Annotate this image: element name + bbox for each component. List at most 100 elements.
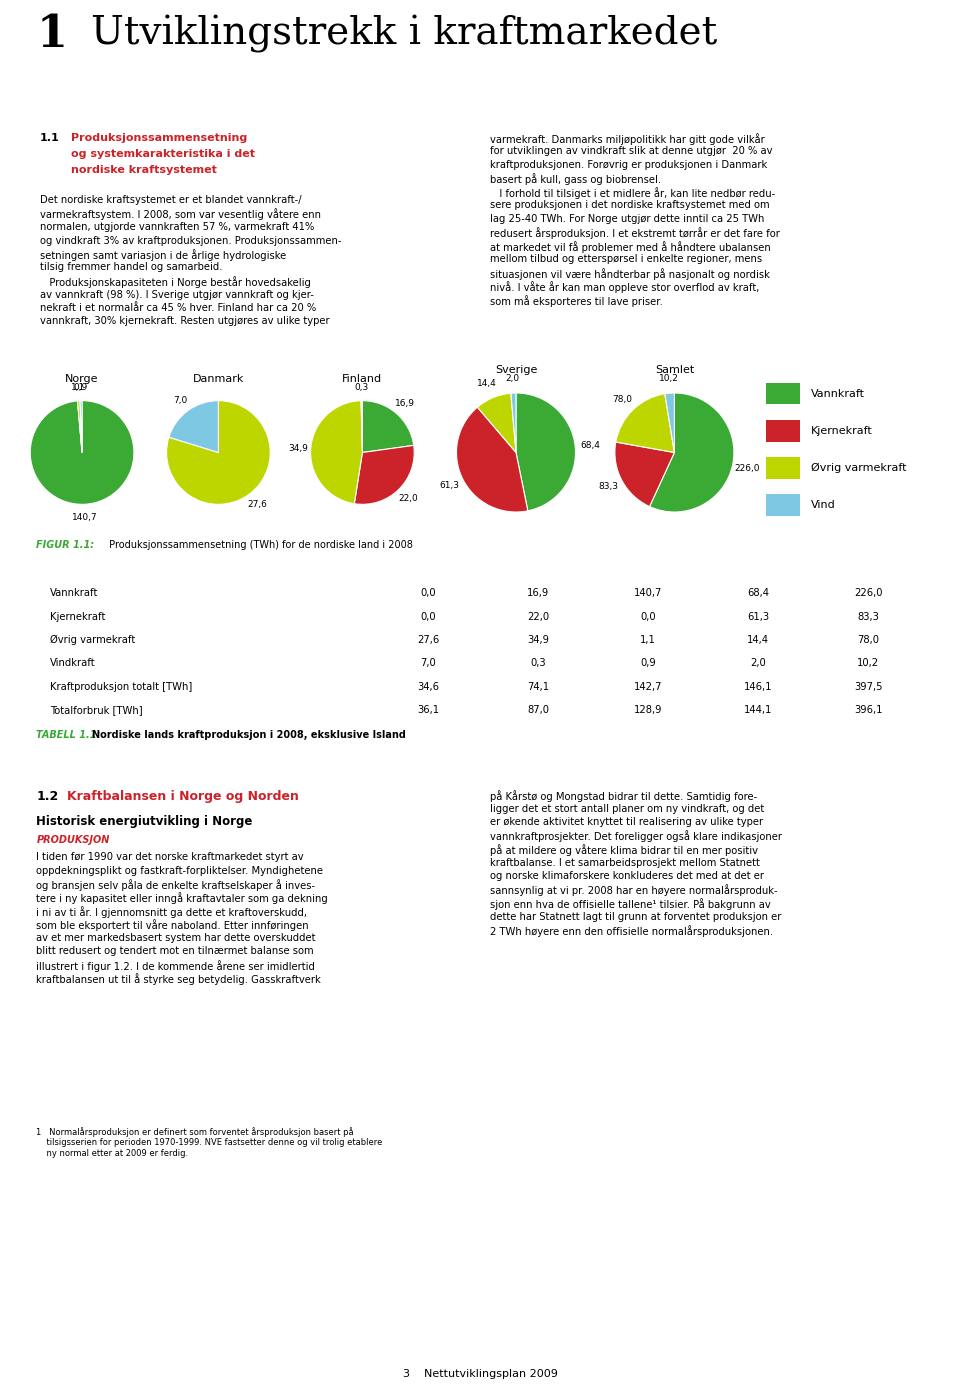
Text: 68,4: 68,4 [747,588,769,599]
Wedge shape [354,445,414,505]
Text: oppdekningsplikt og fastkraft-forpliktelser. Myndighetene: oppdekningsplikt og fastkraft-forpliktel… [36,865,324,876]
Wedge shape [457,407,528,511]
Text: 87,0: 87,0 [527,705,549,715]
Text: 0,0: 0,0 [420,611,436,621]
Text: 226,0: 226,0 [853,588,882,599]
Text: 27,6: 27,6 [247,500,267,509]
Title: Finland: Finland [343,374,382,384]
Text: Norge: Norge [631,564,665,575]
Text: 22,0: 22,0 [527,611,549,621]
Text: tilsig fremmer handel og samarbeid.: tilsig fremmer handel og samarbeid. [40,262,223,273]
Text: 34,9: 34,9 [527,635,549,644]
Text: 78,0: 78,0 [857,635,879,644]
Text: Finland: Finland [517,564,559,575]
Text: 146,1: 146,1 [744,682,772,692]
Text: Produksjonssammensetning: Produksjonssammensetning [71,133,247,143]
Text: illustrert i figur 1.2. I de kommende årene ser imidlertid: illustrert i figur 1.2. I de kommende år… [36,960,315,972]
Text: kraftbalansen ut til å styrke seg betydelig. Gasskraftverk: kraftbalansen ut til å styrke seg betyde… [36,973,322,985]
Wedge shape [166,401,270,505]
Text: tere i ny kapasitet eller inngå kraftavtaler som ga dekning: tere i ny kapasitet eller inngå kraftavt… [36,893,328,905]
Text: tilsigsserien for perioden 1970-1999. NVE fastsetter denne og vil trolig etabler: tilsigsserien for perioden 1970-1999. NV… [36,1138,383,1148]
Text: Danmark: Danmark [402,564,454,575]
Text: lag 25-40 TWh. For Norge utgjør dette inntil ca 25 TWh: lag 25-40 TWh. For Norge utgjør dette in… [490,213,764,225]
Text: varmekraftsystem. I 2008, som var vesentlig våtere enn: varmekraftsystem. I 2008, som var vesent… [40,208,321,220]
Text: 1.2: 1.2 [36,790,59,802]
Text: 61,3: 61,3 [439,481,459,489]
Wedge shape [80,401,83,452]
Text: 74,1: 74,1 [527,682,549,692]
Text: nekraft i et normalår ca 45 % hver. Finland har ca 20 %: nekraft i et normalår ca 45 % hver. Finl… [40,304,316,313]
Text: nordiske kraftsystemet: nordiske kraftsystemet [71,165,217,175]
FancyBboxPatch shape [766,383,800,405]
Wedge shape [665,394,675,452]
Title: Sverige: Sverige [494,365,538,374]
Text: blitt redusert og tendert mot en tilnærmet balanse som: blitt redusert og tendert mot en tilnærm… [36,947,314,956]
Text: Historisk energiutvikling i Norge: Historisk energiutvikling i Norge [36,815,252,827]
Wedge shape [78,401,82,452]
Text: TABELL 1.1:: TABELL 1.1: [36,730,101,740]
Text: 1.1: 1.1 [40,133,60,143]
Text: 128,9: 128,9 [634,705,662,715]
Text: Kraftproduksjon totalt [TWh]: Kraftproduksjon totalt [TWh] [50,682,192,692]
Title: Norge: Norge [65,374,99,384]
Text: 0,0: 0,0 [420,588,436,599]
Text: at markedet vil få problemer med å håndtere ubalansen: at markedet vil få problemer med å håndt… [490,241,771,252]
Text: Vannkraft: Vannkraft [811,388,865,399]
Text: 2,0: 2,0 [750,658,766,668]
Text: ny normal etter at 2009 er ferdig.: ny normal etter at 2009 er ferdig. [36,1149,188,1157]
Text: 7,0: 7,0 [420,658,436,668]
Wedge shape [169,401,219,452]
Text: av vannkraft (98 %). I Sverige utgjør vannkraft og kjer-: av vannkraft (98 %). I Sverige utgjør va… [40,290,314,299]
Text: Produksjonssammensetning (TWh) for de nordiske land i 2008: Produksjonssammensetning (TWh) for de no… [106,541,413,550]
Title: Samlet: Samlet [655,365,694,374]
Wedge shape [650,394,733,511]
Wedge shape [78,401,82,452]
Text: 14,4: 14,4 [747,635,769,644]
Text: og bransjen selv påla de enkelte kraftselskaper å inves-: og bransjen selv påla de enkelte kraftse… [36,879,316,891]
Text: Det nordiske kraftsystemet er et blandet vannkraft-/: Det nordiske kraftsystemet er et blandet… [40,195,301,205]
Text: Kjernekraft: Kjernekraft [50,611,106,621]
Text: 10,2: 10,2 [857,658,879,668]
Text: for utviklingen av vindkraft slik at denne utgjør  20 % av: for utviklingen av vindkraft slik at den… [490,147,773,157]
Text: 0,3: 0,3 [530,658,546,668]
Text: situasjonen vil være håndterbar på nasjonalt og nordisk: situasjonen vil være håndterbar på nasjo… [490,267,770,280]
Text: Kjernekraft: Kjernekraft [811,426,873,435]
Text: 83,3: 83,3 [857,611,879,621]
Text: Totalforbruk [TWh]: Totalforbruk [TWh] [50,705,142,715]
Text: 78,0: 78,0 [612,395,633,403]
Text: sannsynlig at vi pr. 2008 har en høyere normalårsproduk-: sannsynlig at vi pr. 2008 har en høyere … [490,884,778,897]
Text: Kraftproduksjon 2008 [TWh]: Kraftproduksjon 2008 [TWh] [50,564,210,575]
Wedge shape [361,401,363,452]
Text: Vind: Vind [811,500,836,510]
Text: 2,0: 2,0 [506,374,520,383]
Text: vannkraftprosjekter. Det foreligger også klare indikasjoner: vannkraftprosjekter. Det foreligger også… [490,830,782,843]
Text: 83,3: 83,3 [598,482,618,492]
Text: i ni av ti år. I gjennomsnitt ga dette et kraftoverskudd,: i ni av ti år. I gjennomsnitt ga dette e… [36,906,307,918]
Text: 1,1: 1,1 [640,635,656,644]
FancyBboxPatch shape [766,457,800,478]
Text: kraftbalanse. I et samarbeidsprosjekt mellom Statnett: kraftbalanse. I et samarbeidsprosjekt me… [490,858,760,868]
Text: I forhold til tilsiget i et midlere år, kan lite nedbør redu-: I forhold til tilsiget i et midlere år, … [490,187,776,200]
Text: 142,7: 142,7 [634,682,662,692]
Text: av et mer markedsbasert system har dette overskuddet: av et mer markedsbasert system har dette… [36,933,316,942]
Text: 61,3: 61,3 [747,611,769,621]
Text: nivå. I våte år kan man oppleve stor overflod av kraft,: nivå. I våte år kan man oppleve stor ove… [490,281,759,294]
Text: kraftproduksjonen. Forøvrig er produksjonen i Danmark: kraftproduksjonen. Forøvrig er produksjo… [490,159,767,170]
Text: og systemkarakteristika i det: og systemkarakteristika i det [71,150,254,159]
FancyBboxPatch shape [766,420,800,442]
Text: 34,6: 34,6 [417,682,439,692]
Text: 1: 1 [36,12,67,55]
Text: 16,9: 16,9 [527,588,549,599]
FancyBboxPatch shape [766,495,800,516]
Text: og norske klimaforskere konkluderes det med at det er: og norske klimaforskere konkluderes det … [490,870,764,881]
Text: sere produksjonen i det nordiske kraftsystemet med om: sere produksjonen i det nordiske kraftsy… [490,201,770,211]
Text: 1   Normalårsproduksjon er definert som forventet årsproduksjon basert på: 1 Normalårsproduksjon er definert som fo… [36,1127,354,1137]
Text: normalen, utgjorde vannkraften 57 %, varmekraft 41%: normalen, utgjorde vannkraften 57 %, var… [40,222,314,231]
Text: 0,9: 0,9 [74,383,88,392]
Text: Nordiske lands kraftproduksjon i 2008, eksklusive Island: Nordiske lands kraftproduksjon i 2008, e… [92,730,406,740]
Wedge shape [516,394,575,511]
Text: ligger det et stort antall planer om ny vindkraft, og det: ligger det et stort antall planer om ny … [490,804,764,814]
Text: Øvrig varmekraft: Øvrig varmekraft [811,463,906,473]
Text: Utviklingstrekk i kraftmarkedet: Utviklingstrekk i kraftmarkedet [91,15,717,53]
Text: 10,2: 10,2 [659,374,679,383]
